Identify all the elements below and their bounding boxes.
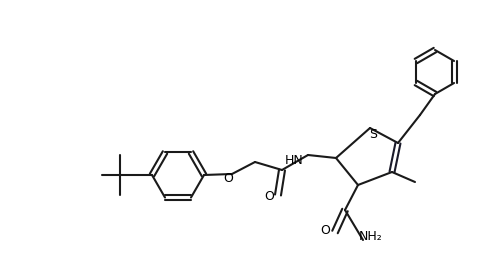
Text: O: O <box>223 172 233 185</box>
Text: HN: HN <box>284 153 303 166</box>
Text: S: S <box>369 129 377 142</box>
Text: O: O <box>320 224 330 237</box>
Text: O: O <box>264 190 274 203</box>
Text: NH₂: NH₂ <box>359 230 383 243</box>
